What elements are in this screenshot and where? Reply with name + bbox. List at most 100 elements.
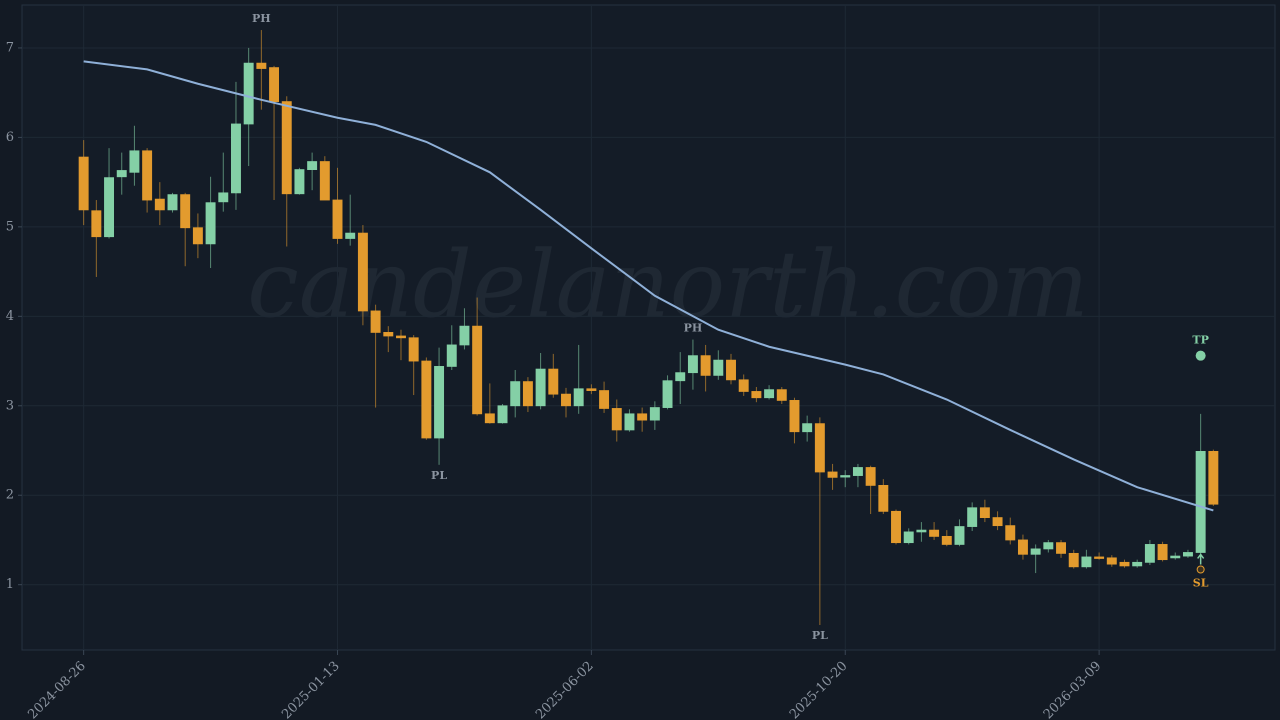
candle-body	[129, 150, 140, 173]
pivot-label: PH	[684, 322, 703, 335]
candle-body	[1106, 557, 1117, 565]
candle-body	[967, 507, 978, 527]
y-tick-label: 5	[6, 219, 14, 234]
candle-body	[624, 413, 635, 431]
y-tick-label: 2	[6, 488, 14, 503]
candle-body	[243, 62, 254, 125]
candle-body	[713, 359, 724, 376]
candle-body	[205, 202, 216, 245]
candle-body	[789, 400, 800, 433]
candle-body	[167, 194, 178, 211]
candle-body	[776, 389, 787, 401]
candle-body	[446, 344, 457, 367]
candle-body	[78, 156, 89, 211]
y-tick-label: 3	[6, 398, 14, 413]
candle-body	[396, 335, 406, 339]
candle-body	[256, 62, 267, 69]
candle-body	[1208, 451, 1219, 505]
candle-body	[751, 391, 762, 399]
pivot-label: PL	[812, 629, 828, 642]
candle-body	[662, 380, 673, 408]
candle-body	[484, 413, 495, 424]
candle-body	[802, 423, 813, 433]
candle-body	[878, 484, 889, 512]
marker-label: TP	[1192, 334, 1208, 347]
candle-body	[281, 101, 292, 195]
marker-arrowhead	[1197, 553, 1205, 559]
x-tick-label: 2025-10-20	[787, 659, 851, 720]
candle-body	[611, 408, 622, 431]
candle-body	[1170, 555, 1181, 559]
candle-body	[231, 123, 241, 194]
candle-body	[269, 67, 280, 103]
candle-body	[929, 529, 940, 537]
candle-body	[637, 413, 648, 421]
y-tick-label: 7	[6, 40, 14, 55]
candle-body	[421, 360, 432, 439]
candle-body	[116, 170, 127, 178]
candle-body	[764, 389, 775, 399]
candle-body	[992, 517, 1003, 527]
candle-body	[434, 366, 445, 439]
candle-body	[1005, 525, 1016, 541]
candle-body	[91, 210, 102, 238]
candle-body	[408, 337, 419, 362]
candle-body	[1119, 561, 1130, 567]
candle-body	[383, 332, 394, 337]
y-tick-label: 1	[6, 577, 14, 592]
candle-body	[459, 325, 470, 346]
candle-body	[472, 325, 483, 415]
candle-body	[1081, 556, 1092, 568]
x-tick-label: 2025-01-13	[279, 659, 343, 720]
candle-body	[1030, 548, 1041, 555]
candle-body	[370, 310, 381, 333]
candle-body	[891, 510, 901, 544]
candle-body	[535, 368, 546, 407]
candle-body	[1144, 544, 1155, 563]
marker-label: SL	[1193, 576, 1209, 589]
candle-body	[814, 423, 825, 473]
candle-body	[865, 467, 876, 486]
marker-dot	[1196, 565, 1205, 574]
candle-body	[687, 355, 698, 374]
candle-body	[827, 471, 838, 478]
candle-body	[954, 526, 965, 545]
candle-body	[332, 199, 343, 239]
watermark: candelanorth.com	[247, 231, 1088, 338]
candle-body	[1043, 542, 1054, 550]
candle-body	[1068, 552, 1079, 568]
y-tick-label: 4	[6, 309, 14, 324]
candle-body	[903, 531, 914, 544]
x-tick-label: 2024-08-26	[25, 659, 89, 720]
candle-body	[1094, 556, 1105, 559]
candle-body	[573, 388, 584, 407]
candle-body	[840, 475, 851, 478]
x-tick-label: 2026-03-09	[1041, 659, 1105, 720]
candle-body	[497, 405, 508, 424]
marker-dot	[1195, 350, 1206, 361]
candle-body	[345, 232, 356, 239]
candle-body	[941, 535, 952, 545]
candle-body	[357, 232, 368, 312]
candle-body	[180, 194, 191, 229]
candle-body	[1195, 451, 1206, 553]
candle-body	[294, 169, 305, 195]
candle-body	[1056, 542, 1066, 554]
candle-body	[1182, 552, 1193, 557]
pivot-label: PL	[431, 469, 447, 482]
candle-body	[218, 192, 229, 203]
candle-body	[548, 368, 559, 395]
candle-body	[700, 355, 711, 376]
candle-body	[599, 390, 610, 409]
candle-body	[726, 359, 736, 381]
x-tick-label: 2025-06-02	[533, 659, 597, 720]
candle-body	[852, 467, 863, 476]
moving-average	[83, 60, 1214, 512]
candle-body	[738, 379, 749, 392]
candle-body	[154, 198, 165, 211]
candle-body	[192, 227, 203, 245]
candle-body	[1017, 539, 1028, 555]
candle-body	[319, 161, 330, 201]
plot-area	[21, 4, 1276, 651]
